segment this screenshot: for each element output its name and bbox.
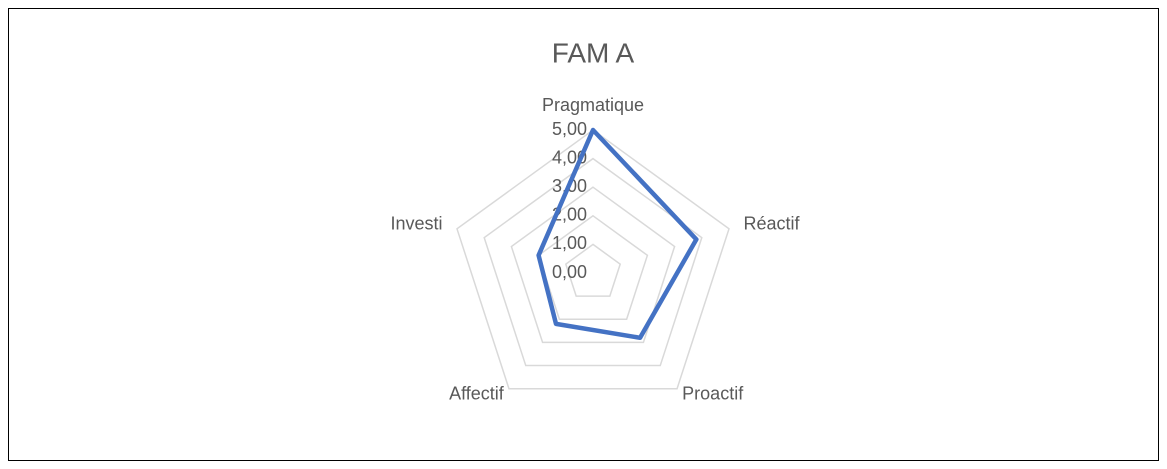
grid-ring [456,129,730,390]
category-label: Pragmatique [542,95,644,115]
chart-border [8,8,1159,461]
category-label: Affectif [449,383,505,403]
grid-ring [537,214,649,321]
category-label: Proactif [682,383,744,403]
category-label: Réactif [743,214,800,234]
r-tick-label: 0,00 [552,262,587,282]
radar-line [536,127,699,341]
r-tick-label: 5,00 [552,119,587,139]
chart-title: FAM A [552,37,635,68]
grid-ring [564,243,622,297]
r-tick-label: 1,00 [552,233,587,253]
grid-ring [510,186,676,344]
category-label: Investi [390,214,442,234]
